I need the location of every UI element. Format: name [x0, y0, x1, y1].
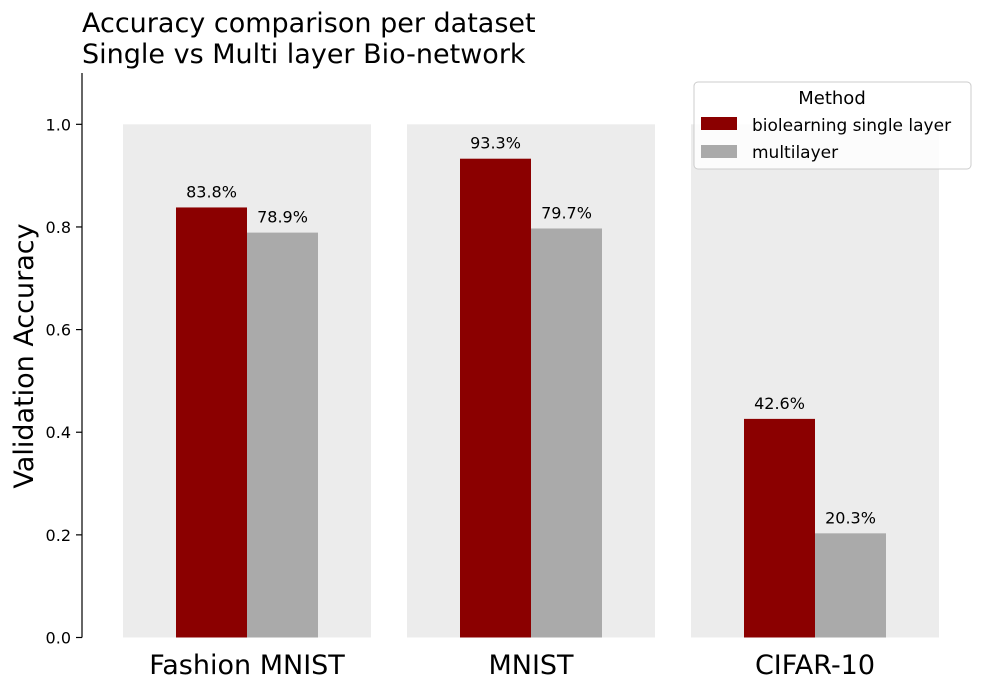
y-tick-label: 0.8 [46, 218, 71, 237]
x-axis-categories: Fashion MNIST MNIST CIFAR-10 [149, 650, 875, 681]
bar-single-layer-1 [460, 158, 531, 638]
bar-value-label: 42.6% [754, 394, 805, 413]
bar-multilayer-2 [815, 533, 886, 638]
bar-multilayer-1 [531, 228, 602, 638]
legend: Method biolearning single layer multilay… [693, 81, 972, 170]
bar-value-label: 78.9% [257, 208, 308, 227]
bar-single-layer-0 [176, 207, 247, 638]
y-tick-label: 0.2 [46, 526, 71, 545]
bar-value-label: 79.7% [541, 203, 592, 222]
bar-single-layer-2 [744, 418, 815, 638]
y-tick-label: 0.0 [46, 629, 71, 648]
bar-value-labels: 83.8% 93.3% 42.6% 78.9% 79.7% 20.3% [186, 134, 876, 528]
bar-value-label: 20.3% [825, 508, 876, 527]
legend-label-single-layer: biolearning single layer [752, 116, 951, 136]
y-axis-label: Validation Accuracy [9, 223, 40, 488]
legend-title: Method [798, 88, 866, 109]
y-tick-label: 1.0 [46, 115, 71, 134]
y-tick-label: 0.4 [46, 423, 71, 442]
bar-multilayer-0 [247, 232, 318, 638]
y-tick-label: 0.6 [46, 321, 71, 340]
bars [176, 158, 886, 638]
chart-title-line-1: Accuracy comparison per dataset [82, 8, 536, 39]
x-category-label: Fashion MNIST [149, 650, 345, 681]
legend-box [693, 81, 972, 170]
y-axis-ticks: 0.0 0.2 0.4 0.6 0.8 1.0 [46, 115, 82, 648]
x-category-label: CIFAR-10 [755, 650, 875, 681]
legend-swatch-multilayer [701, 145, 737, 158]
x-category-label: MNIST [488, 650, 574, 681]
bar-value-label: 83.8% [186, 182, 237, 201]
bar-value-label: 93.3% [470, 134, 521, 153]
legend-label-multilayer: multilayer [752, 143, 838, 163]
legend-swatch-single-layer [701, 117, 737, 130]
chart-title-line-2: Single vs Multi layer Bio-network [82, 39, 526, 70]
